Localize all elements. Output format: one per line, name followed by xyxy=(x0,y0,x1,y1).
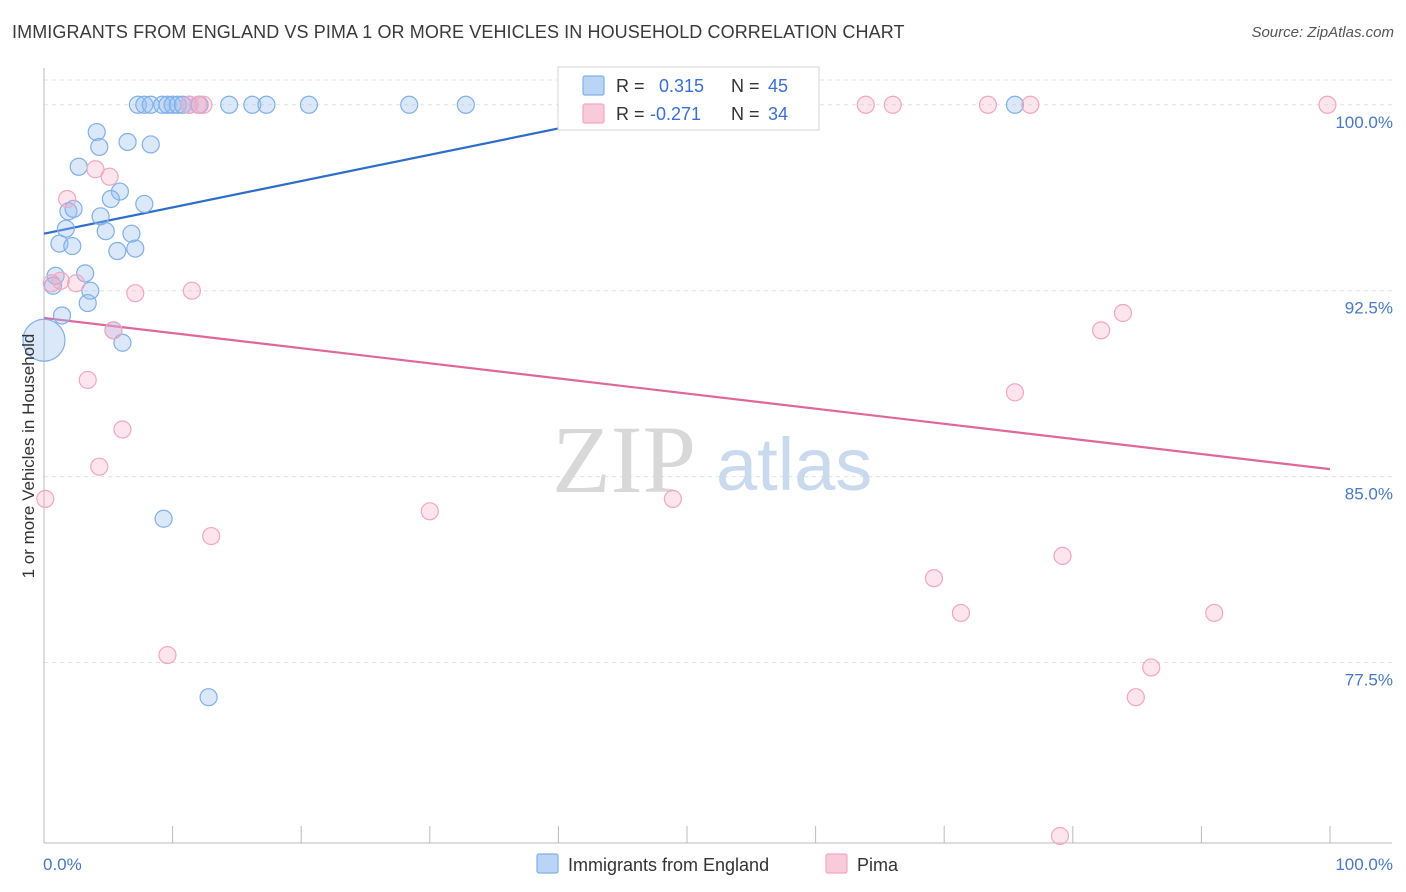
legend-label-pima[interactable]: Pima xyxy=(857,855,899,875)
england-point-34[interactable] xyxy=(108,241,127,261)
england-point-21[interactable] xyxy=(141,135,160,154)
england-point-22[interactable] xyxy=(69,157,88,176)
y-tick-label-1: 92.5% xyxy=(1345,299,1393,318)
pima-point-6[interactable] xyxy=(1021,95,1040,114)
pima-point-21[interactable] xyxy=(113,420,132,439)
england-point-18[interactable] xyxy=(87,122,106,142)
pima-point-7[interactable] xyxy=(1318,95,1337,114)
legend-label-immigrants-from-england[interactable]: Immigrants from England xyxy=(568,855,769,875)
england-point-13[interactable] xyxy=(299,95,319,114)
watermark: ZIP atlas xyxy=(552,406,872,513)
england-point-3[interactable] xyxy=(153,95,172,114)
england-point-40[interactable] xyxy=(78,293,97,313)
england-point-43[interactable] xyxy=(113,333,132,352)
x-tick-label-min: 0.0% xyxy=(43,855,82,874)
y-tick-label-0: 100.0% xyxy=(1335,113,1393,132)
england-point-0[interactable] xyxy=(128,95,147,114)
england-point-44[interactable] xyxy=(22,318,66,362)
pima-point-28[interactable] xyxy=(924,569,944,588)
pima-trend-line xyxy=(43,316,1331,471)
axes xyxy=(43,68,1392,844)
pima-point-8[interactable] xyxy=(86,160,105,179)
pima-point-2[interactable] xyxy=(194,95,213,114)
pima-point-30[interactable] xyxy=(1205,603,1224,623)
england-point-11[interactable] xyxy=(243,95,262,114)
england-point-14[interactable] xyxy=(400,95,419,114)
pima-point-32[interactable] xyxy=(1142,658,1161,677)
stats-legend-box: R = 0.315 N = 45 R = -0.271 N = 34 xyxy=(557,66,820,131)
legend-swatch-immigrants-from-england[interactable] xyxy=(536,853,559,874)
legend-r-value-1: 0.315 xyxy=(659,76,704,96)
pima-point-34[interactable] xyxy=(1050,826,1070,846)
legend-r-value-2: -0.271 xyxy=(650,104,701,124)
legend-swatch-pima[interactable] xyxy=(825,853,848,874)
legend-r-label-2: R = xyxy=(616,104,645,124)
pima-point-16[interactable] xyxy=(104,321,123,340)
y-tick-label-2: 85.0% xyxy=(1345,485,1393,504)
pima-point-10[interactable] xyxy=(58,189,77,209)
pima-point-14[interactable] xyxy=(126,284,145,303)
england-point-15[interactable] xyxy=(456,95,475,114)
england-point-10[interactable] xyxy=(220,95,239,114)
pima-point-29[interactable] xyxy=(951,603,971,623)
legend-n-value-1: 45 xyxy=(768,76,788,96)
england-point-24[interactable] xyxy=(101,189,120,209)
pima-point-9[interactable] xyxy=(100,167,119,186)
pima-point-3[interactable] xyxy=(856,95,875,114)
england-point-19[interactable] xyxy=(90,137,109,157)
pima-point-33[interactable] xyxy=(1126,688,1145,707)
source-label: Source: ZipAtlas.com xyxy=(1251,24,1394,41)
pima-point-15[interactable] xyxy=(182,281,201,300)
legend-n-label-2: N = xyxy=(731,104,760,124)
watermark-atlas: atlas xyxy=(716,423,872,506)
england-point-25[interactable] xyxy=(135,194,154,214)
pima-point-12[interactable] xyxy=(67,274,86,293)
legend-swatch-pima xyxy=(582,103,605,124)
england-point-20[interactable] xyxy=(118,132,137,152)
legend-n-label-1: N = xyxy=(731,76,760,96)
pima-point-23[interactable] xyxy=(36,489,55,508)
pima-point-4[interactable] xyxy=(883,95,902,114)
pima-point-5[interactable] xyxy=(978,95,998,114)
legend-swatch-england xyxy=(582,75,605,96)
pima-point-18[interactable] xyxy=(1091,321,1111,340)
x-tick-label-max: 100.0% xyxy=(1335,855,1393,874)
england-point-33[interactable] xyxy=(63,236,82,256)
series-legend: Immigrants from England Pima xyxy=(536,853,899,875)
pima-point-27[interactable] xyxy=(1053,546,1072,566)
england-point-12[interactable] xyxy=(257,95,276,114)
england-point-27[interactable] xyxy=(64,199,83,218)
england-point-31[interactable] xyxy=(122,224,141,243)
pima-point-24[interactable] xyxy=(420,502,439,521)
watermark-zip: ZIP xyxy=(552,406,696,513)
england-point-37[interactable] xyxy=(76,264,95,283)
legend-n-value-2: 34 xyxy=(768,104,788,124)
pima-point-26[interactable] xyxy=(202,526,221,546)
chart-title: IMMIGRANTS FROM ENGLAND VS PIMA 1 OR MOR… xyxy=(12,22,905,42)
pima-point-13[interactable] xyxy=(42,274,61,293)
y-axis-label: 1 or more Vehicles in Household xyxy=(19,334,38,579)
england-point-35[interactable] xyxy=(126,239,145,258)
pima-point-25[interactable] xyxy=(663,489,682,508)
pima-point-1[interactable] xyxy=(189,95,208,114)
pima-point-31[interactable] xyxy=(158,645,177,665)
england-point-45[interactable] xyxy=(154,509,173,528)
pima-point-20[interactable] xyxy=(1005,383,1025,402)
england-point-1[interactable] xyxy=(135,95,154,114)
x-tick-labels: 0.0% 100.0% xyxy=(43,855,1393,874)
england-point-46[interactable] xyxy=(199,688,218,707)
grid-lines xyxy=(44,79,1392,663)
pima-point-17[interactable] xyxy=(1113,303,1133,323)
y-tick-labels: 100.0% 92.5% 85.0% 77.5% xyxy=(1335,113,1393,690)
england-point-4[interactable] xyxy=(158,95,177,114)
pima-point-22[interactable] xyxy=(90,457,109,476)
england-point-41[interactable] xyxy=(52,306,72,325)
england-point-30[interactable] xyxy=(96,222,115,241)
pima-point-19[interactable] xyxy=(78,370,97,390)
legend-r-label-1: R = xyxy=(616,76,645,96)
y-tick-label-3: 77.5% xyxy=(1345,670,1393,689)
england-point-17[interactable] xyxy=(1005,95,1025,114)
